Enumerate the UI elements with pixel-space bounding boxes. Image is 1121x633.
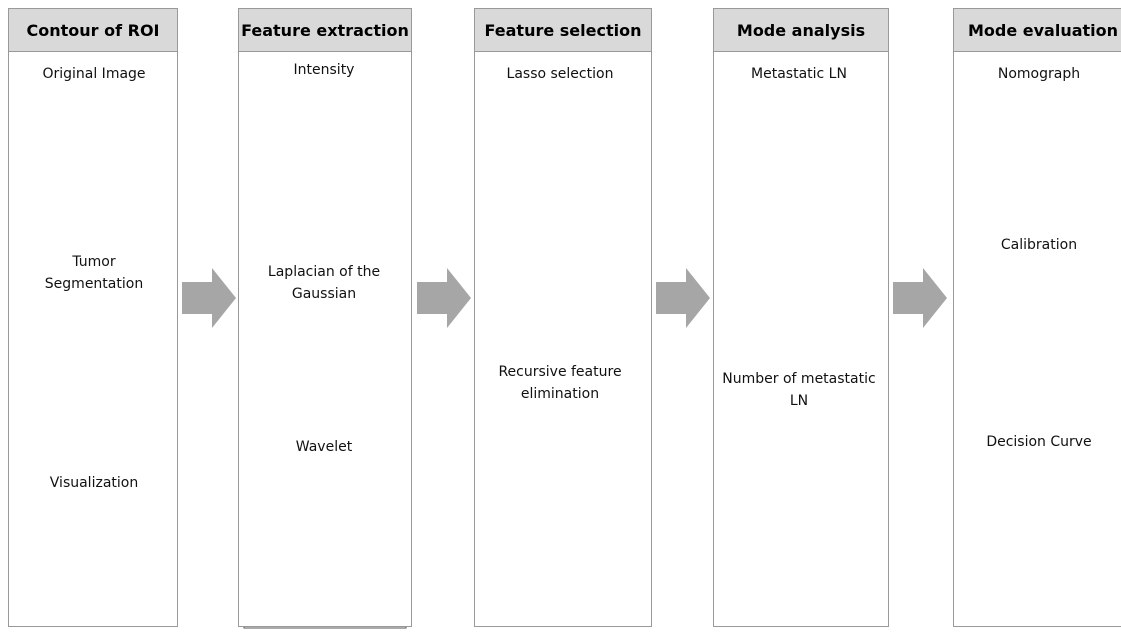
page: 1232122112131231216131212311xHLHLHLHLHLH… [0, 0, 1121, 633]
panel-label: Visualization [9, 472, 179, 494]
panel-label: Number of metastatic LN [714, 368, 884, 412]
panel-label: Calibration [949, 234, 1121, 256]
panel-title: Feature selection [475, 9, 651, 52]
panel-label: Intensity [237, 59, 411, 81]
panel-label: Nomograph [949, 63, 1121, 85]
panel-label: Recursive feature elimination [485, 361, 635, 405]
panel-title: Contour of ROI [9, 9, 177, 52]
panel: Feature extraction Intensity Laplacian of … [238, 8, 412, 627]
panel-label: Lasso selection [471, 63, 649, 85]
panel-label: Laplacian of the Gaussian [249, 261, 399, 305]
panel-label: Metastatic LN [711, 63, 887, 85]
panel: Contour of ROI Original Image Tumor Segmen… [8, 8, 178, 627]
panel-label: Decision Curve [949, 431, 1121, 453]
panel-label: Original Image [9, 63, 179, 85]
panel: Mode analysis Metastatic LN Number of meta… [713, 8, 889, 627]
panel-label: Wavelet [237, 436, 411, 458]
panel-title: Mode analysis [714, 9, 888, 52]
panel-label: Tumor Segmentation [34, 251, 154, 295]
panel: Feature selection Lasso selection Recursiv… [474, 8, 652, 627]
panel-title: Feature extraction [239, 9, 411, 52]
panel-title: Mode evaluation [954, 9, 1121, 52]
